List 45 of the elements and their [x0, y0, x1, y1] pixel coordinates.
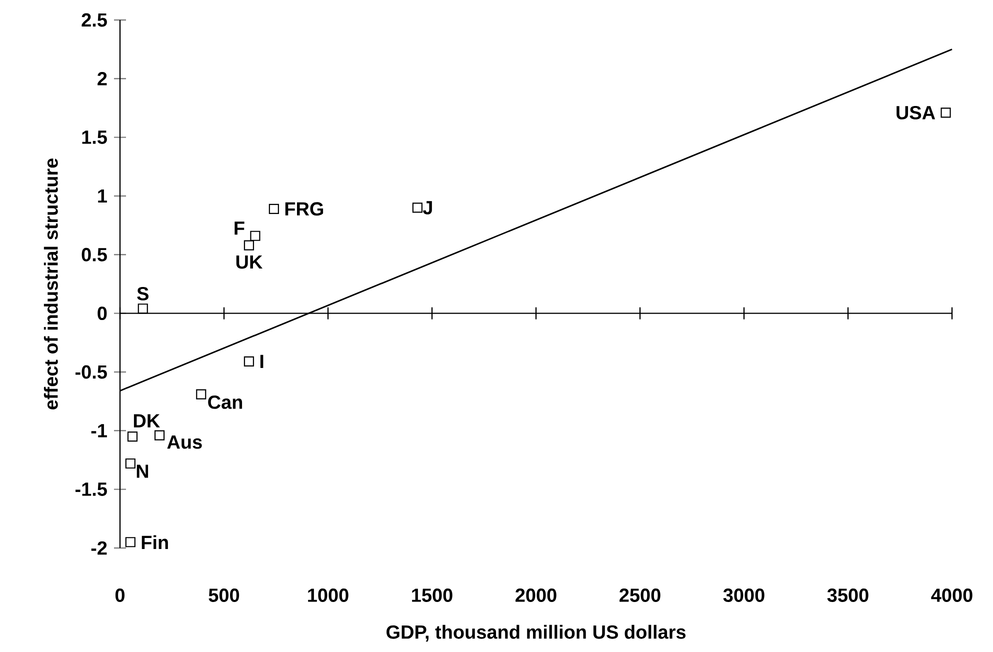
y-tick-label: -2 [91, 541, 107, 555]
x-tick-label: 3000 [723, 588, 764, 602]
y-tick-label: 1 [98, 189, 107, 203]
y-tick-label: 2.5 [82, 13, 107, 27]
annotation: J [422, 201, 432, 214]
y-tick-label: 2 [98, 72, 107, 86]
annotation: DK [134, 414, 160, 428]
point [244, 240, 254, 250]
point [127, 431, 138, 442]
annotation: Aus [167, 436, 202, 449]
point [244, 356, 254, 366]
y-tick-label: 0 [98, 306, 107, 320]
point [250, 230, 260, 241]
x-tick-label: 4000 [931, 588, 972, 602]
y-axis-title: effect of industrial structure [44, 158, 58, 410]
x-tick-label: 2500 [620, 588, 660, 602]
point [138, 304, 148, 314]
point [125, 458, 136, 469]
annotation: Can [208, 395, 242, 409]
point [940, 108, 951, 118]
y-tick-label: 1.5 [82, 130, 107, 144]
point [154, 430, 165, 440]
point [125, 537, 136, 548]
annotation: FRG [285, 202, 324, 216]
x-axis-title: GDP, thousand million US dollars [386, 624, 686, 642]
y-tick-label: 0.5 [82, 248, 107, 262]
annotation: S [137, 286, 148, 300]
point [196, 389, 206, 400]
x-tick-label: 1500 [412, 588, 452, 602]
y-tick-label: -0.5 [75, 365, 107, 379]
y-tick-label: -1 [91, 424, 107, 438]
annotation: N [136, 464, 148, 478]
annotation: Fin [142, 535, 168, 549]
x-tick-label: 1000 [308, 588, 348, 602]
x-tick-label: 2000 [516, 588, 556, 602]
x-tick-label: 0 [115, 588, 125, 602]
annotation: USA [896, 106, 936, 120]
point [268, 204, 279, 214]
point [412, 202, 422, 213]
annotation: F [234, 222, 244, 235]
y-tick-label: -1.5 [75, 482, 107, 496]
x-tick-label: 500 [208, 588, 240, 602]
x-tick-label: 3500 [827, 588, 868, 602]
annotation: UK [236, 255, 263, 269]
annotation: I [260, 354, 264, 368]
